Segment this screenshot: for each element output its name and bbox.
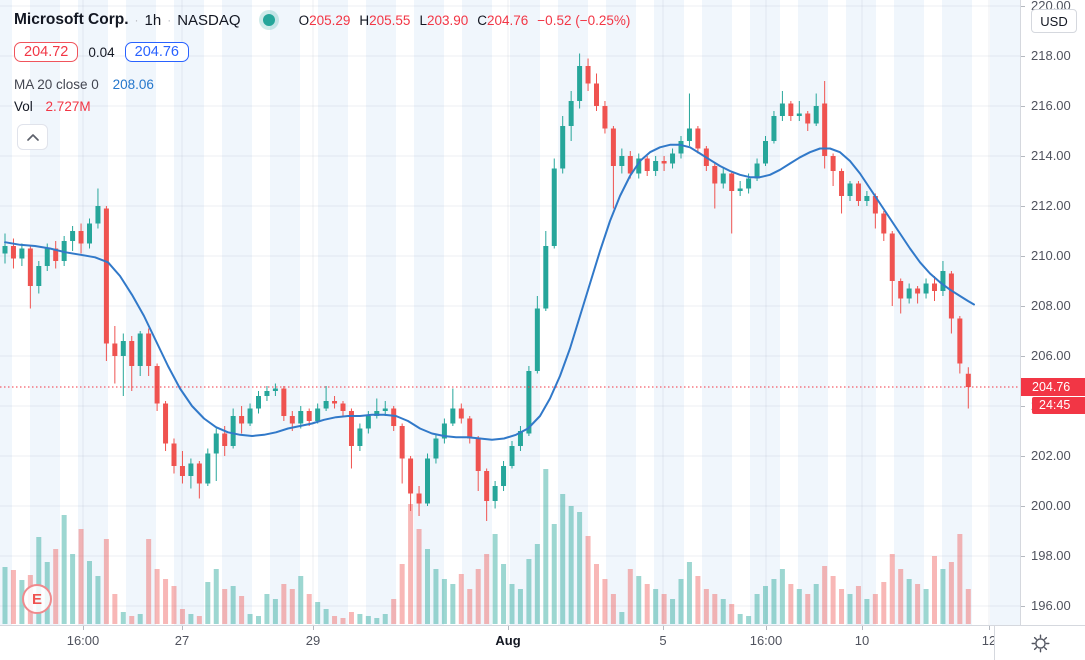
bar-countdown-label: 24:45 <box>1032 397 1085 414</box>
price-tick-label: 202.00 <box>1021 448 1085 464</box>
market-status-dot-icon <box>262 14 275 26</box>
time-tick-mark <box>508 626 509 630</box>
chart-settings-gear-icon <box>1031 634 1050 652</box>
last-price-label: 204.76 <box>1021 378 1085 396</box>
time-tick-label: 29 <box>305 633 321 648</box>
price-tick-label: 198.00 <box>1021 548 1085 564</box>
ohlc-values: O205.29 H205.55 L203.90 C204.76 <box>299 13 538 28</box>
price-tick-label: 200.00 <box>1021 498 1085 514</box>
time-tick-mark <box>182 626 183 630</box>
chevron-up-icon <box>26 134 39 141</box>
time-tick-mark <box>83 626 84 630</box>
time-tick-label: Aug <box>495 633 521 648</box>
price-tick-label: 214.00 <box>1021 148 1085 164</box>
price-tick-label: 208.00 <box>1021 298 1085 314</box>
change-value: −0.52 (−0.25%) <box>537 12 631 28</box>
ohlc-pair: H205.55 <box>359 12 411 28</box>
separator-dot: · <box>167 13 172 27</box>
price-tick-label: 210.00 <box>1021 248 1085 264</box>
currency-unit-button[interactable]: USD <box>1031 9 1077 33</box>
price-tick-label: 218.00 <box>1021 48 1085 64</box>
time-tick-mark <box>862 626 863 630</box>
ma-indicator-row: MA 20 close 0 208.06 <box>14 77 630 92</box>
symbol-title[interactable]: Microsoft Corp. <box>14 11 129 28</box>
earnings-marker[interactable]: E <box>22 584 52 614</box>
price-tick-label: 196.00 <box>1021 598 1085 614</box>
time-axis[interactable]: 16:00 27 29 Aug 5 16:00 10 12 <box>0 625 1085 660</box>
time-tick-label: 16:00 <box>66 633 100 648</box>
earnings-marker-label: E <box>31 590 42 608</box>
time-tick-mark <box>766 626 767 630</box>
price-tick-label: 216.00 <box>1021 98 1085 114</box>
time-tick-mark <box>313 626 314 630</box>
interval-label[interactable]: 1h <box>144 11 162 29</box>
ohlc-pair: L203.90 <box>419 12 469 28</box>
price-tick-label: 206.00 <box>1021 348 1085 364</box>
time-tick-label: 10 <box>854 633 870 648</box>
time-tick-label: 5 <box>659 633 667 648</box>
volume-value: 2.727M <box>45 99 91 114</box>
ask-price-badge[interactable]: 204.76 <box>124 42 189 62</box>
ohlc-pair: C204.76 <box>477 12 529 28</box>
price-axis[interactable]: 220.00 218.00 216.00 214.00 212.00 210.00 208.… <box>1020 0 1085 625</box>
time-tick-mark <box>663 626 664 630</box>
time-tick-mark <box>989 626 990 630</box>
price-chart-canvas[interactable] <box>0 0 1020 625</box>
collapse-legend-button[interactable] <box>17 124 48 150</box>
bid-price-badge[interactable]: 204.72 <box>14 42 79 62</box>
bid-ask-row: 204.72 0.04 204.76 <box>14 40 630 64</box>
axis-settings-corner[interactable] <box>994 626 1085 660</box>
symbol-row: Microsoft Corp. · 1h · NASDAQ O205.29 H20… <box>14 6 630 34</box>
ma-indicator-label[interactable]: MA 20 close 0 <box>14 77 99 92</box>
time-tick-label: 27 <box>174 633 190 648</box>
session-highlight-stripes <box>0 0 1020 625</box>
ohlc-pair: O205.29 <box>298 12 351 28</box>
time-tick-label: 12 <box>981 633 997 648</box>
spread-value: 0.04 <box>88 44 115 60</box>
price-tick-label: 212.00 <box>1021 198 1085 214</box>
separator-dot: · <box>134 13 139 27</box>
volume-indicator-row: Vol 2.727M <box>14 99 630 114</box>
time-tick-label: 16:00 <box>749 633 783 648</box>
ma-value: 208.06 <box>112 77 154 92</box>
volume-indicator-label[interactable]: Vol <box>14 99 33 114</box>
exchange-label: NASDAQ <box>177 11 241 29</box>
legend: Microsoft Corp. · 1h · NASDAQ O205.29 H20… <box>14 6 630 150</box>
